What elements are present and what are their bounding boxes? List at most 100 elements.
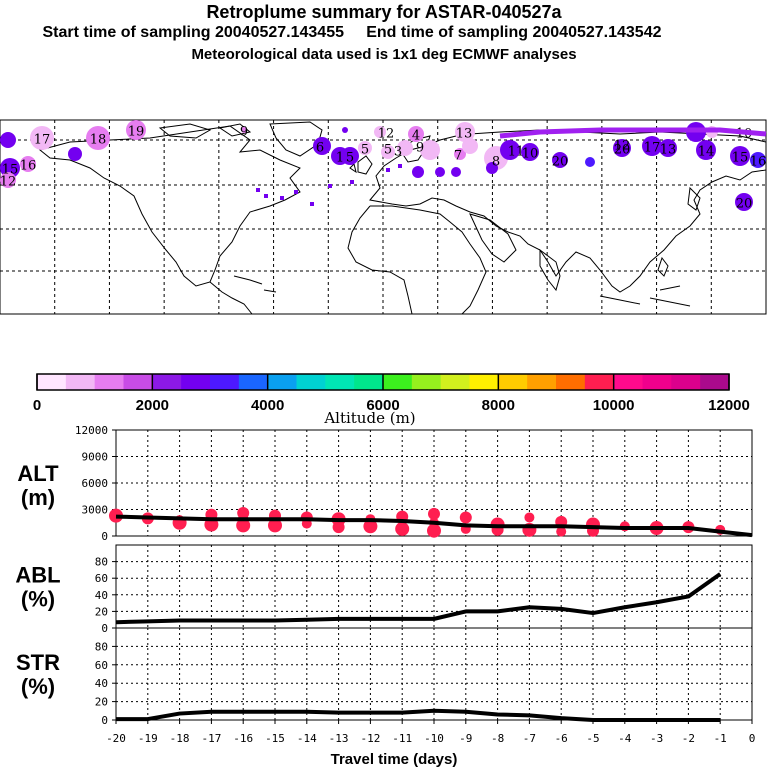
y-tick-label: 3000 <box>82 504 109 517</box>
coast-central-america <box>209 281 253 315</box>
map-marker <box>613 139 631 157</box>
panel-unit-label: (%) <box>21 587 55 612</box>
map-day-label: 5 <box>384 143 392 158</box>
y-tick-label: 0 <box>101 622 108 635</box>
map-marker <box>68 147 82 161</box>
y-tick-label: 60 <box>95 572 108 585</box>
y-tick-label: 0 <box>101 714 108 727</box>
altitude-point <box>236 518 251 533</box>
x-tick-label: -12 <box>360 732 380 745</box>
colorbar-cell <box>296 374 326 390</box>
panel-label-str: STR <box>16 650 60 675</box>
map-marker <box>462 138 478 154</box>
colorbar-cell <box>469 374 499 390</box>
series-line-abl <box>115 572 722 625</box>
start-time-label: Start time of sampling 20040527.143455 <box>42 24 345 41</box>
altitude-point <box>395 521 410 536</box>
map-plume-markers <box>0 120 766 211</box>
x-tick-label: -20 <box>106 732 126 745</box>
coast-indonesia <box>599 285 691 307</box>
map-day-label: 8 <box>492 155 500 170</box>
map-marker <box>454 148 466 160</box>
map-day-label: 20 <box>552 155 569 170</box>
map-day-label: 13 <box>456 127 473 142</box>
colorbar-cell <box>498 374 528 390</box>
colorbar-cell <box>440 374 470 390</box>
map-day-label: 5 <box>346 151 354 166</box>
coast-africa <box>347 205 487 315</box>
map-day-label: 12 <box>0 175 16 190</box>
y-tick-label: 60 <box>95 659 108 672</box>
map-marker <box>397 140 413 156</box>
colorbar-tick-label: 12000 <box>708 397 750 414</box>
panel-abl: 80 60 40 20 0 ABL(%) <box>15 544 753 635</box>
x-tick-label: -16 <box>233 732 253 745</box>
colorbar-cell <box>94 374 124 390</box>
colorbar-ticks: 0 2000 4000 6000 8000 10000 12000 <box>33 374 750 414</box>
map-day-label: 15 <box>2 163 19 178</box>
map-small-marker <box>310 202 314 206</box>
end-time-label: End time of sampling 20040527.143542 <box>366 24 662 41</box>
map-day-label: 9 <box>240 125 248 140</box>
map-day-label: 20 <box>736 197 753 212</box>
panel-label-abl: ABL <box>15 563 60 588</box>
y-tick-label: 6000 <box>82 477 109 490</box>
map-day-label: 6 <box>316 141 324 156</box>
coast-japan <box>687 186 701 211</box>
map-marker <box>126 120 146 140</box>
map-marker <box>86 126 110 150</box>
x-tick-label: 0 <box>749 732 756 745</box>
map-day-label: 18 <box>90 133 107 148</box>
map-day-label: 16 <box>750 155 767 170</box>
series-line-alt <box>115 514 753 538</box>
x-tick-label: -4 <box>618 732 632 745</box>
colorbar-tick-label: 0 <box>33 397 41 414</box>
map-small-marker <box>256 188 260 192</box>
map-day-label: 17 <box>644 141 661 156</box>
y-tick-label: 0 <box>101 530 108 543</box>
map-marker <box>408 126 424 142</box>
x-axis-title: Travel time (days) <box>331 751 458 768</box>
colorbar-cell <box>700 374 730 390</box>
colorbar-title: Altitude (m) <box>323 409 415 427</box>
x-tick-label: -2 <box>682 732 695 745</box>
altitude-point <box>109 508 123 523</box>
chart-title: Retroplume summary for ASTAR-040527a <box>206 2 562 22</box>
map-day-label: 5 <box>361 143 369 158</box>
altitude-point <box>332 521 345 534</box>
map-marker <box>486 162 498 174</box>
colorbar-cells <box>37 374 730 390</box>
map-marker <box>500 140 520 160</box>
x-tick-label: -3 <box>650 732 663 745</box>
map-marker <box>313 137 331 155</box>
colorbar-cell <box>527 374 557 390</box>
x-tick-label: -17 <box>201 732 221 745</box>
y-tick-label: 20 <box>95 605 108 618</box>
colorbar-cell <box>123 374 153 390</box>
map-marker <box>659 139 677 157</box>
y-tick-label: 40 <box>95 589 108 602</box>
coast-north-america <box>38 125 301 287</box>
map-marker <box>420 140 440 160</box>
colorbar-cell <box>37 374 67 390</box>
x-tick-label: -8 <box>491 732 504 745</box>
y-tick-label: 80 <box>95 556 108 569</box>
colorbar-cell <box>556 374 586 390</box>
map-day-label: 12 <box>614 139 631 154</box>
coast-caribbean <box>233 275 277 293</box>
map-day-label: 11 <box>508 145 525 160</box>
map-day-label: 9 <box>416 141 424 156</box>
plume-trajectory-line <box>499 127 767 139</box>
coast-india <box>539 249 561 292</box>
map-small-marker <box>398 164 402 168</box>
map-small-marker <box>264 194 268 198</box>
map-marker <box>358 141 372 155</box>
colorbar-tick-label: 10000 <box>593 397 635 414</box>
coast-arabia <box>469 213 517 263</box>
x-tick-label: -6 <box>555 732 568 745</box>
time-series-panels: 120009000600030000ALT(m)806040200ABL(%)8… <box>15 424 755 768</box>
map-marker <box>374 126 386 138</box>
x-tick-label: -11 <box>392 732 412 745</box>
